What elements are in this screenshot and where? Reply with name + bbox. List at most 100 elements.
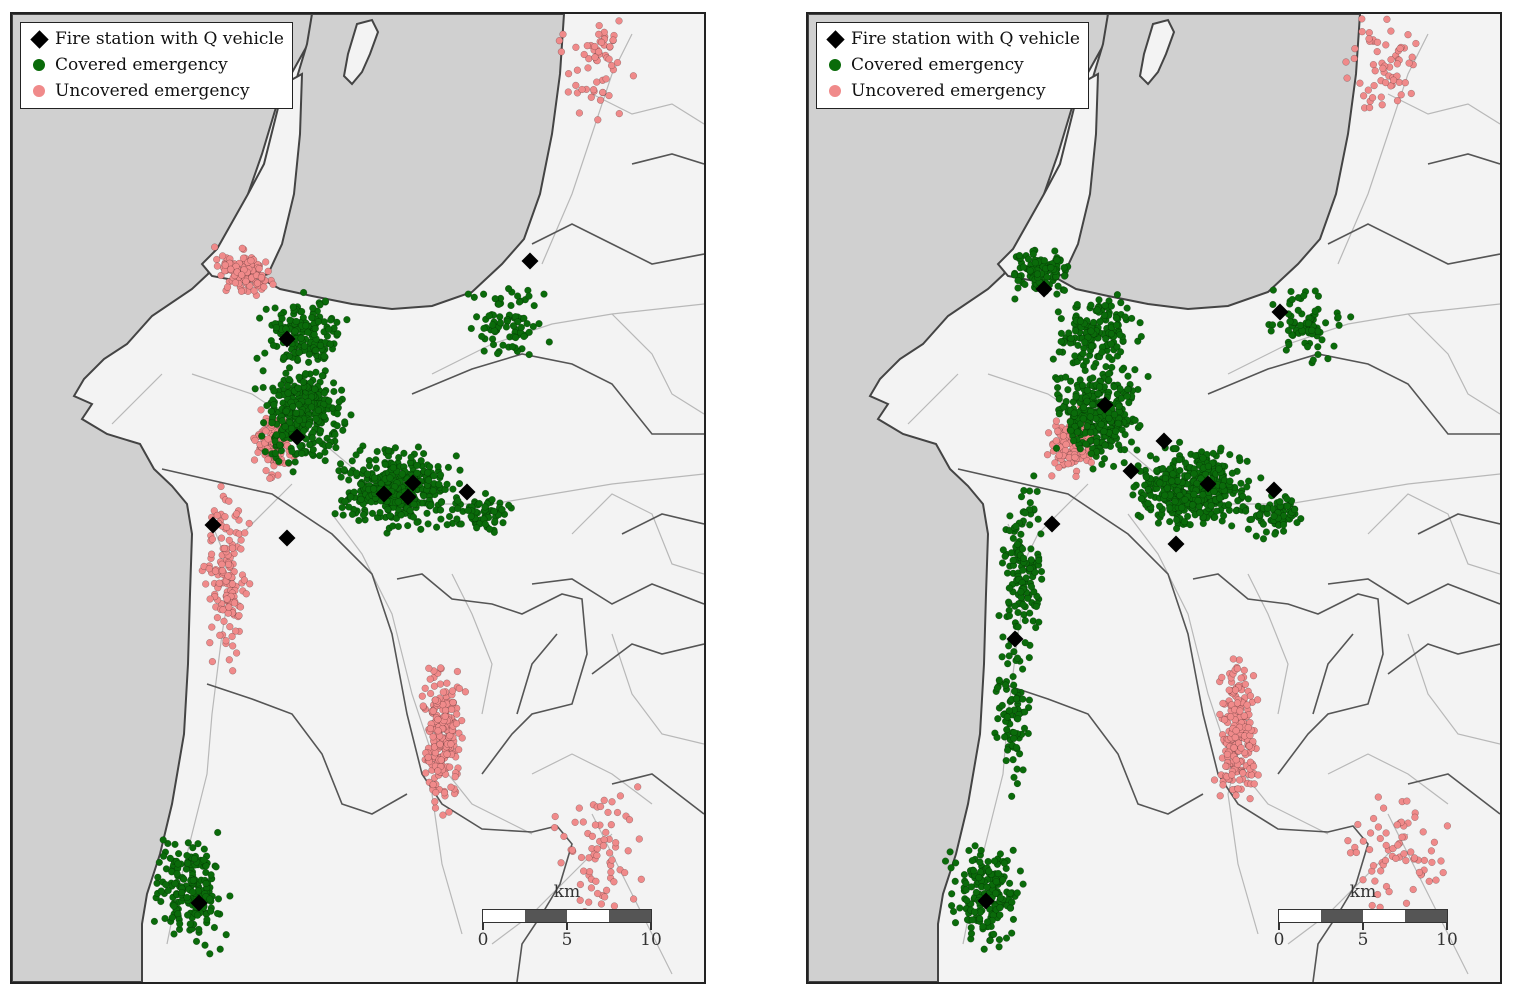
boundary-1 <box>206 683 408 815</box>
diamond-icon <box>27 29 51 49</box>
covered-emergency-point <box>345 503 353 511</box>
covered-emergency-point <box>1144 486 1152 494</box>
covered-emergency-point <box>261 448 269 456</box>
covered-emergency-point <box>995 676 1003 684</box>
fire-station-marker <box>977 892 995 910</box>
covered-emergency-point <box>1078 381 1087 389</box>
covered-emergency-point <box>1062 397 1070 406</box>
uncovered-emergency-point <box>431 696 439 704</box>
uncovered-emergency-point <box>1437 857 1445 865</box>
uncovered-emergency-point <box>437 664 445 672</box>
fire-station-marker <box>1043 515 1061 533</box>
uncovered-emergency-point <box>1232 791 1240 799</box>
uncovered-emergency-point <box>211 243 219 251</box>
covered-emergency-point <box>1311 307 1319 315</box>
covered-points <box>941 246 1355 953</box>
uncovered-emergency-point <box>418 692 426 700</box>
covered-emergency-point <box>404 521 412 530</box>
covered-emergency-point <box>352 451 360 459</box>
covered-emergency-point <box>157 887 165 895</box>
covered-emergency-point <box>372 456 380 464</box>
covered-emergency-point <box>1035 556 1043 565</box>
covered-emergency-point <box>178 888 186 897</box>
uncovered-emergency-point <box>1223 750 1232 759</box>
uncovered-emergency-point <box>1368 94 1377 102</box>
covered-emergency-point <box>269 341 278 350</box>
uncovered-emergency-point <box>429 733 437 741</box>
covered-emergency-point <box>520 332 528 341</box>
legend: Fire station with Q vehicle Covered emer… <box>816 22 1089 109</box>
uncovered-emergency-point <box>575 109 584 117</box>
covered-emergency-point <box>993 733 1001 742</box>
covered-emergency-point <box>457 520 465 528</box>
covered-emergency-point <box>212 863 220 871</box>
uncovered-emergency-point <box>1356 79 1364 87</box>
covered-emergency-point <box>1199 519 1207 528</box>
covered-emergency-point <box>417 525 425 533</box>
uncovered-emergency-point <box>579 867 588 875</box>
uncovered-emergency-point <box>262 427 270 435</box>
covered-emergency-point <box>214 828 222 837</box>
uncovered-emergency-point <box>1225 686 1233 694</box>
covered-emergency-point <box>467 512 475 520</box>
covered-emergency-point <box>194 840 202 848</box>
uncovered-emergency-point <box>255 264 263 273</box>
uncovered-emergency-point <box>593 78 601 86</box>
covered-emergency-point <box>201 941 209 949</box>
covered-emergency-point <box>1114 419 1122 428</box>
covered-emergency-point <box>206 950 214 958</box>
covered-emergency-point <box>962 886 970 894</box>
covered-emergency-point <box>170 902 178 910</box>
uncovered-emergency-point <box>568 846 576 854</box>
covered-emergency-point <box>525 350 533 359</box>
covered-emergency-point <box>1004 598 1013 606</box>
covered-emergency-point <box>472 524 481 532</box>
covered-emergency-point <box>1067 427 1075 435</box>
covered-emergency-point <box>1033 270 1042 278</box>
uncovered-emergency-point <box>426 675 434 683</box>
covered-emergency-point <box>952 859 960 867</box>
covered-emergency-point <box>1180 518 1189 526</box>
covered-emergency-point <box>295 416 303 424</box>
covered-emergency-point <box>1163 484 1171 492</box>
uncovered-emergency-point <box>1389 76 1398 84</box>
covered-emergency-point <box>1211 513 1219 521</box>
uncovered-emergency-point <box>1233 664 1242 673</box>
uncovered-emergency-point <box>216 631 224 639</box>
covered-emergency-point <box>1152 455 1160 463</box>
covered-emergency-point <box>1097 420 1105 429</box>
uncovered-emergency-point <box>447 783 455 791</box>
covered-emergency-point <box>276 441 284 449</box>
covered-emergency-point <box>1131 416 1139 424</box>
covered-emergency-point <box>356 446 364 455</box>
uncovered-emergency-point <box>213 262 222 270</box>
covered-emergency-point <box>1054 308 1062 316</box>
uncovered-emergency-point <box>1350 54 1358 63</box>
uncovered-emergency-point <box>208 623 216 631</box>
covered-emergency-point <box>316 427 325 435</box>
uncovered-emergency-point <box>247 257 255 265</box>
covered-emergency-point <box>283 382 292 390</box>
uncovered-emergency-point <box>213 613 222 622</box>
uncovered-emergency-point <box>589 86 598 94</box>
fire-station-marker <box>190 894 208 912</box>
covered-emergency-point <box>384 505 392 514</box>
uncovered-emergency-point <box>447 705 456 714</box>
uncovered-emergency-point <box>437 756 445 764</box>
covered-emergency-point <box>1079 403 1088 411</box>
covered-emergency-point <box>1283 502 1291 510</box>
uncovered-emergency-point <box>1379 64 1387 72</box>
uncovered-emergency-point <box>1359 837 1367 845</box>
uncovered-emergency-point <box>260 283 268 291</box>
covered-emergency-point <box>392 514 401 523</box>
covered-emergency-point <box>444 463 453 472</box>
road-8 <box>1247 573 1289 715</box>
covered-emergency-point <box>505 501 513 509</box>
covered-emergency-point <box>540 290 548 298</box>
covered-emergency-point <box>1006 889 1014 897</box>
covered-emergency-point <box>1171 497 1179 506</box>
covered-emergency-point <box>270 401 278 409</box>
uncovered-emergency-point <box>264 456 272 464</box>
covered-emergency-point <box>1166 465 1174 473</box>
covered-emergency-point <box>434 462 442 471</box>
